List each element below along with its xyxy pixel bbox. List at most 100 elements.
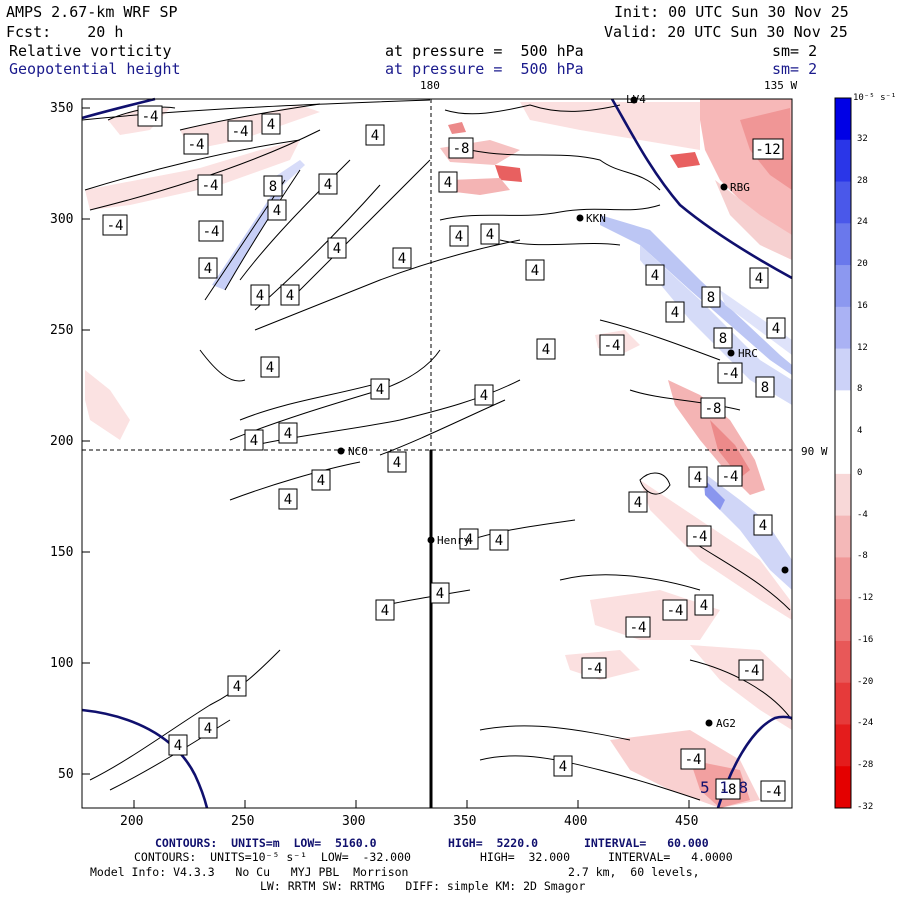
contour-label-box xyxy=(628,491,648,513)
contour-label: -4 xyxy=(722,366,739,382)
contour-label-box xyxy=(766,317,786,339)
station-label-henry: Henry xyxy=(437,534,471,547)
contour-label-box xyxy=(738,659,764,681)
contour-label: 4 xyxy=(266,360,274,376)
footer-vort-high: HIGH= 32.000 xyxy=(480,850,571,864)
contour-label: 4 xyxy=(284,492,292,508)
x-tick: 350 xyxy=(453,814,477,829)
contour-label: 4 xyxy=(671,305,679,321)
contour-label: 4 xyxy=(759,518,767,534)
colorbar xyxy=(834,97,852,809)
contour-label-box xyxy=(694,594,714,616)
contour-label: 4 xyxy=(495,533,503,549)
x-tick: 300 xyxy=(342,814,366,829)
colorbar-label: -20 xyxy=(857,676,874,687)
contour-label-box xyxy=(448,137,474,159)
contour-label-box xyxy=(688,466,708,488)
contour-label: 4 xyxy=(284,426,292,442)
contour-label: -4 xyxy=(691,529,708,545)
contour-label-box xyxy=(198,257,218,279)
contour-label: 4 xyxy=(324,177,332,193)
contour-label-box xyxy=(701,286,721,308)
contour-label-box xyxy=(599,334,625,356)
model-title: AMPS 2.67-km WRF SP xyxy=(6,3,178,21)
contour-label: 4 xyxy=(436,586,444,602)
axis-ticks xyxy=(82,107,690,808)
contour-label-box xyxy=(102,214,128,236)
station-label-kkn: KKN xyxy=(586,212,606,225)
footer-vort-contours: CONTOURS: UNITS=10⁻⁵ s⁻¹ LOW= -32.000 xyxy=(134,850,411,864)
colorbar-swatch xyxy=(835,432,851,475)
colorbar-label: 28 xyxy=(857,175,868,186)
colorbar-unit: 10⁻⁵ s⁻¹ xyxy=(853,93,897,103)
y-tick: 50 xyxy=(58,767,74,782)
footer-height-interval: INTERVAL= 60.000 xyxy=(584,836,709,850)
contour-label: 4 xyxy=(233,679,241,695)
vorticity-shading xyxy=(85,99,792,808)
contour-label: -4 xyxy=(685,752,702,768)
colorbar-label: -4 xyxy=(857,509,868,520)
contour-label: 4 xyxy=(634,495,642,511)
contour-label-box xyxy=(553,755,573,777)
colorbar-swatch xyxy=(835,139,851,183)
height-contour-label: 5 1 8 xyxy=(700,778,749,797)
contour-label-box xyxy=(260,356,280,378)
contour-label: 4 xyxy=(273,203,281,219)
colorbar-swatch xyxy=(835,766,851,809)
field-2-name: Geopotential height xyxy=(9,60,181,78)
contour-label-box xyxy=(525,259,545,281)
colorbar-swatch xyxy=(835,557,851,600)
contour-label: -8 xyxy=(453,141,470,157)
colorbar-swatch xyxy=(835,348,851,391)
contour-label-box xyxy=(662,599,688,621)
colorbar-label: 0 xyxy=(857,467,863,478)
contour-label: 4 xyxy=(204,721,212,737)
contour-label: -4 xyxy=(203,224,220,240)
contour-label: -4 xyxy=(667,603,684,619)
contour-label: 8 xyxy=(719,331,727,347)
contour-label: 4 xyxy=(559,759,567,775)
footer-model-info: Model Info: V4.3.3 No Cu MYJ PBL Morriso… xyxy=(90,865,409,879)
contour-label-box xyxy=(645,264,665,286)
contour-label: -12 xyxy=(755,142,780,158)
right-label-90w: 90 W xyxy=(801,445,828,458)
contour-label-box xyxy=(183,133,209,155)
field-2-pressure: at pressure = 500 hPa xyxy=(385,60,584,78)
field-1-smoothing: sm= 2 xyxy=(772,42,818,60)
init-time: Init: 00 UTC Sun 30 Nov 25 xyxy=(614,3,849,21)
colorbar-swatch xyxy=(835,98,851,141)
contour-label-box xyxy=(489,529,509,551)
colorbar-label: 8 xyxy=(857,384,863,395)
colorbar-label: 32 xyxy=(857,133,868,144)
contour-label: -4 xyxy=(743,663,760,679)
contour-label: -4 xyxy=(630,620,647,636)
contour-label: 4 xyxy=(174,738,182,754)
reference-lines xyxy=(82,99,792,808)
colorbar-label: -16 xyxy=(857,634,874,645)
station-label-hrc: HRC xyxy=(738,347,758,360)
station-label-nco: NCO xyxy=(348,445,368,458)
colorbar-swatch xyxy=(835,181,851,224)
contour-label-box xyxy=(198,220,224,242)
x-tick: 200 xyxy=(120,814,144,829)
y-tick: 250 xyxy=(50,323,74,338)
contour-label-box xyxy=(755,376,775,398)
contour-label: 4 xyxy=(376,382,384,398)
colorbar-label: -24 xyxy=(857,718,874,729)
footer-resolution: 2.7 km, 60 levels, xyxy=(568,865,700,879)
contour-label: 4 xyxy=(772,321,780,337)
contour-label: -4 xyxy=(586,661,603,677)
contour-label: 4 xyxy=(694,470,702,486)
x-tick: 250 xyxy=(231,814,255,829)
contour-label-box xyxy=(686,525,712,547)
contour-label-box xyxy=(536,338,556,360)
contour-label: 4 xyxy=(256,288,264,304)
contour-label-box xyxy=(480,223,500,245)
contour-label: -4 xyxy=(107,218,124,234)
colorbar-swatch xyxy=(835,223,851,266)
contour-label-box xyxy=(581,657,607,679)
contour-label-box xyxy=(700,397,726,419)
contour-label-box xyxy=(278,422,298,444)
contour-label-box xyxy=(625,616,651,638)
